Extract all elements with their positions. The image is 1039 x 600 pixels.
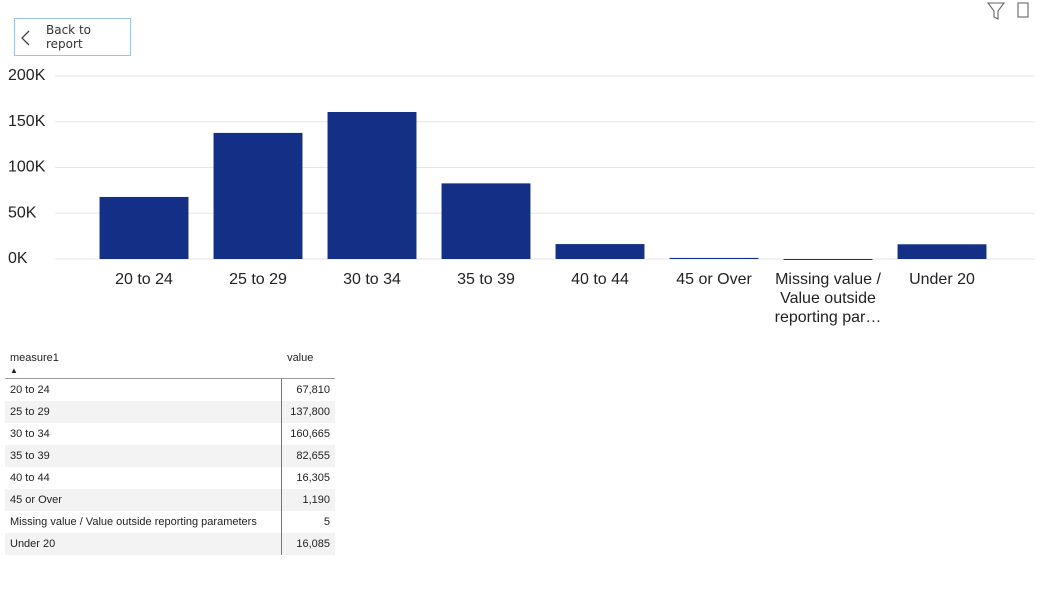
table-cell: 16,085 bbox=[280, 532, 335, 555]
bar bbox=[327, 111, 417, 260]
back-button[interactable]: Back to report bbox=[14, 18, 131, 56]
table-cell: 5 bbox=[280, 510, 335, 533]
table-row: 30 to 34 160,665 bbox=[5, 422, 335, 445]
table-cell: 45 or Over bbox=[5, 488, 282, 511]
x-tick-label: Missing value / Value outside reporting pa… bbox=[775, 271, 882, 326]
table-cell: 67,810 bbox=[280, 378, 335, 401]
x-tick-label: 40 to 44 bbox=[571, 271, 629, 288]
y-tick-label: 200K bbox=[8, 67, 46, 84]
table-cell: 16,305 bbox=[280, 466, 335, 489]
table-row: 25 to 29 137,800 bbox=[5, 400, 335, 423]
x-tick-label: 45 or Over bbox=[676, 271, 752, 288]
back-icon bbox=[21, 30, 30, 46]
table-row: 35 to 39 82,655 bbox=[5, 444, 335, 467]
x-tick-label: 20 to 24 bbox=[115, 271, 173, 288]
y-tick-label: 150K bbox=[8, 113, 46, 130]
table-cell: 40 to 44 bbox=[10, 471, 50, 484]
x-tick-label: Under 20 bbox=[909, 271, 975, 288]
bar bbox=[669, 257, 759, 259]
header-text: value bbox=[287, 352, 314, 364]
column-header[interactable]: measure1 ▲ bbox=[5, 346, 282, 379]
bar bbox=[99, 196, 189, 259]
toolbar bbox=[986, 2, 1029, 20]
table-cell: Missing value / Value outside reporting … bbox=[10, 515, 257, 528]
bar bbox=[897, 244, 987, 259]
focus-icon[interactable] bbox=[1017, 2, 1029, 18]
table-cell: 25 to 29 bbox=[5, 400, 282, 423]
x-tick-label: 25 to 29 bbox=[229, 271, 287, 288]
table-row: 45 or Over 1,190 bbox=[5, 488, 335, 511]
table-cell: Under 20 bbox=[5, 532, 282, 555]
y-tick-label: 50K bbox=[8, 204, 37, 221]
table-cell: 30 to 34 bbox=[10, 427, 50, 440]
x-tick-label: 35 to 39 bbox=[457, 271, 515, 288]
header-text: measure1 bbox=[10, 352, 59, 364]
chart: 0K 50K 100K 150K 200K 20 to 24 25 to 29 30 to 3… bbox=[8, 67, 1035, 326]
table-row: Under 20 16,085 bbox=[5, 532, 335, 555]
x-tick-label: 30 to 34 bbox=[343, 271, 401, 288]
table-cell: 20 to 24 bbox=[10, 383, 50, 396]
table-cell: 160,665 bbox=[280, 422, 335, 445]
bar bbox=[441, 183, 531, 259]
sort-arrow: ▲ bbox=[10, 366, 18, 375]
filter-icon[interactable] bbox=[986, 2, 1006, 20]
bar bbox=[783, 258, 873, 260]
table-cell: 137,800 bbox=[280, 400, 335, 423]
back-label: Back to report bbox=[46, 23, 91, 51]
table-row: 40 to 44 16,305 bbox=[5, 466, 335, 489]
y-tick-label: 100K bbox=[8, 159, 46, 176]
data-table: measure1 ▲ value 20 to 24 67,810 25 to 29 13… bbox=[5, 346, 335, 555]
table-row: Missing value / Value outside reporting … bbox=[5, 510, 335, 533]
y-tick-label: 0K bbox=[8, 250, 28, 267]
column-header[interactable]: value bbox=[281, 346, 335, 379]
bar bbox=[555, 244, 645, 259]
table-cell: 82,655 bbox=[280, 444, 335, 467]
table-cell: 1,190 bbox=[280, 488, 335, 511]
table-cell: 35 to 39 bbox=[5, 444, 282, 467]
table-row: 20 to 24 67,810 bbox=[5, 378, 335, 401]
bar bbox=[213, 132, 303, 259]
